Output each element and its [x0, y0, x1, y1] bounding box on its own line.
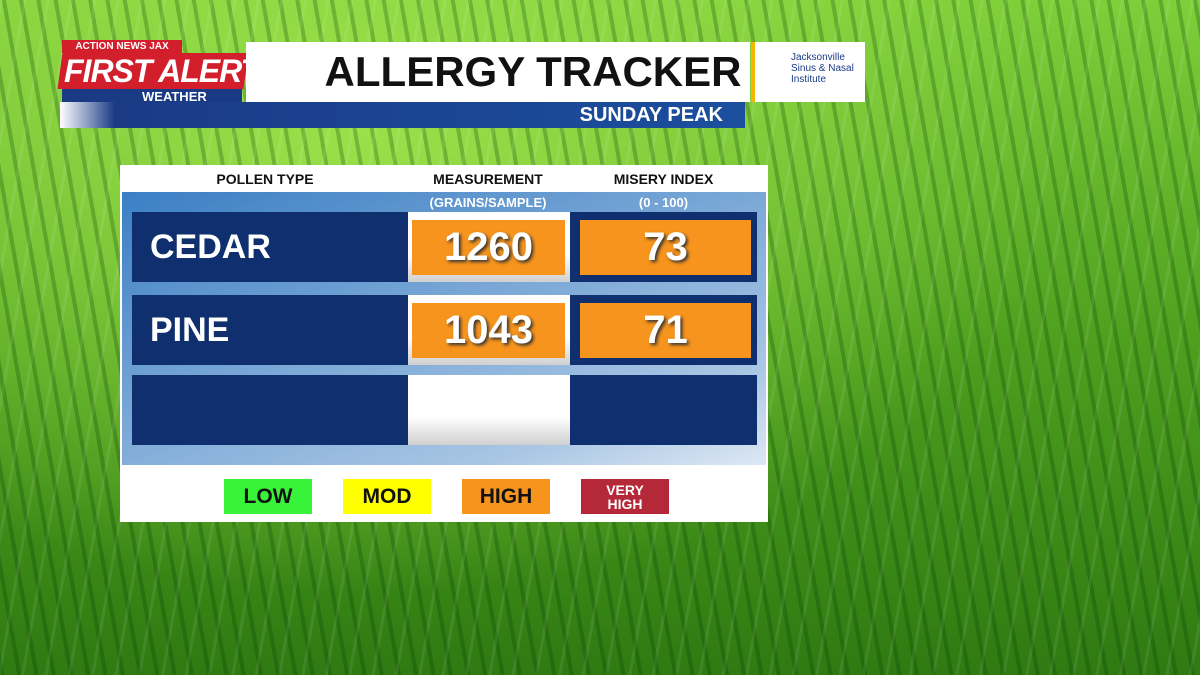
- column-unit: (GRAINS/SAMPLE): [429, 194, 547, 210]
- legend-item: MOD: [343, 479, 431, 514]
- sponsor-line: Sinus & Nasal: [791, 63, 854, 74]
- column-header: MISERY INDEX: [613, 171, 714, 187]
- brand-text: FIRST ALERT: [64, 53, 260, 89]
- column-header: MEASUREMENT: [433, 171, 543, 187]
- brand-first: FIRST: [64, 53, 152, 89]
- measurement: 1260: [412, 220, 565, 275]
- divider: [751, 42, 755, 102]
- sponsor-logo: Jacksonville Sinus & Nasal Institute: [755, 42, 865, 102]
- row-cell: [408, 375, 570, 445]
- sponsor-line: Institute: [791, 74, 827, 85]
- brand-alert: ALERT: [158, 53, 260, 89]
- column-unit: (0 - 100): [638, 194, 689, 210]
- row-cell: PINE: [132, 295, 408, 365]
- sponsor-line: Jacksonville: [791, 52, 845, 63]
- measurement: 1043: [412, 303, 565, 358]
- legend-item: LOW: [224, 479, 312, 514]
- legend-item: HIGH: [462, 479, 550, 514]
- row-cell: [570, 375, 757, 445]
- network-tag: ACTION NEWS JAX: [62, 40, 182, 53]
- misery-index: 73: [580, 220, 751, 275]
- subtitle: SUNDAY PEAK: [60, 102, 745, 128]
- row-cell: CEDAR: [132, 212, 408, 282]
- misery-index: 71: [580, 303, 751, 358]
- row-cell: [132, 375, 408, 445]
- title: ALLERGY TRACKER: [246, 42, 750, 102]
- column-header: POLLEN TYPE: [216, 171, 314, 187]
- brand-weather: WEATHER: [62, 89, 242, 104]
- legend-item: VERY HIGH: [581, 479, 669, 514]
